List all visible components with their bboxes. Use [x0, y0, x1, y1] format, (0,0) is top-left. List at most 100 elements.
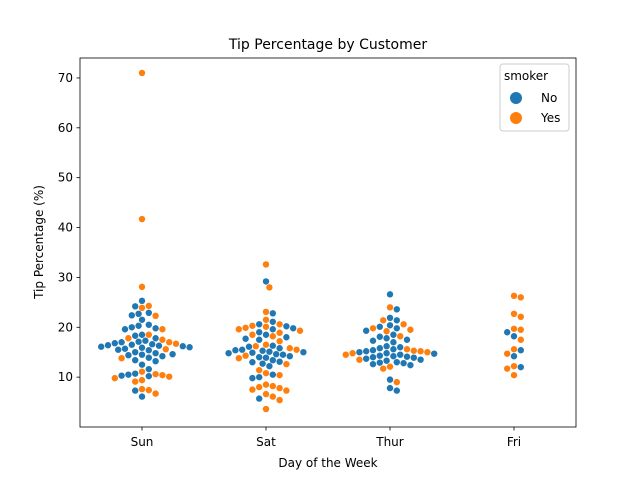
data-point-no-sun [169, 351, 176, 358]
data-point-yes-thur [403, 346, 411, 353]
data-point-no-sat [256, 373, 263, 381]
data-point-no-sun [138, 331, 146, 338]
data-point-yes-sat [276, 321, 283, 328]
data-point-no-thur [410, 354, 417, 361]
data-point-yes-sat [293, 346, 300, 353]
data-point-no-sat [269, 318, 276, 325]
data-point-yes-sat [242, 324, 249, 331]
data-point-no-sun [145, 365, 152, 373]
data-point-yes-fri [510, 371, 518, 379]
data-point-no-sun [121, 345, 129, 352]
data-point-yes-sun [138, 304, 146, 312]
data-point-yes-sun [162, 346, 169, 353]
data-point-no-sun [115, 346, 122, 353]
data-point-no-sat [266, 348, 273, 355]
data-point-no-thur [403, 353, 411, 360]
data-point-yes-sat [256, 366, 263, 374]
data-point-yes-sat [269, 333, 276, 340]
data-point-no-thur [363, 348, 370, 355]
data-point-no-sat [245, 343, 253, 350]
data-point-no-sat [242, 335, 249, 342]
y-tick-label: 40 [58, 221, 73, 235]
data-point-yes-sat [283, 360, 290, 368]
data-point-no-thur [383, 357, 390, 364]
data-point-no-sat [249, 374, 256, 382]
data-point-yes-thur [356, 356, 363, 363]
data-point-no-sat [269, 356, 276, 364]
data-point-yes-sun [152, 390, 159, 397]
data-point-no-thur [393, 306, 400, 313]
y-tick-label: 70 [58, 71, 73, 85]
data-point-yes-fri [510, 325, 518, 332]
x-tick-label: Fri [507, 435, 521, 449]
data-point-no-thur [356, 349, 363, 356]
data-point-no-thur [386, 384, 394, 392]
y-tick-label: 10 [58, 370, 73, 384]
y-axis: 10 20 30 40 50 60 70 [58, 71, 80, 384]
data-point-yes-sat [262, 341, 270, 348]
data-point-no-sun [128, 341, 135, 348]
legend-label-yes: Yes [540, 111, 560, 125]
data-point-no-sat [276, 358, 283, 365]
data-point-yes-sun [159, 336, 166, 343]
data-point-no-sun [132, 356, 139, 364]
data-point-no-sun [145, 372, 152, 380]
data-point-yes-sat [249, 331, 256, 338]
data-point-no-sat [259, 360, 266, 367]
data-point-yes-sun [138, 368, 146, 375]
data-point-yes-sun [145, 386, 152, 394]
data-point-no-sun [125, 371, 132, 378]
data-point-no-thur [397, 344, 404, 351]
data-point-no-sun [145, 321, 152, 328]
data-point-no-sun [138, 297, 146, 305]
data-point-no-thur [369, 337, 377, 344]
data-point-yes-sun [172, 340, 180, 347]
data-point-no-sat [256, 329, 263, 336]
data-point-yes-sun [145, 331, 152, 338]
data-point-yes-sat [296, 327, 304, 334]
data-point-no-thur [431, 350, 438, 357]
data-point-no-sun [132, 387, 139, 394]
data-point-no-thur [386, 291, 394, 298]
data-point-yes-fri [517, 336, 524, 343]
data-point-no-sun [145, 347, 152, 354]
x-axis: Sun Sat Thur Fri [131, 427, 521, 449]
data-point-no-thur [383, 335, 390, 342]
y-axis-label: Tip Percentage (%) [32, 185, 46, 300]
data-point-yes-thur [383, 328, 390, 335]
data-point-no-thur [400, 359, 407, 367]
y-tick-label: 50 [58, 171, 73, 185]
x-tick-label: Thur [375, 435, 404, 449]
data-point-no-thur [393, 325, 400, 332]
data-point-yes-sat [262, 323, 270, 330]
data-point-no-sat [269, 342, 276, 349]
data-point-no-sat [249, 349, 256, 356]
y-tick-label: 30 [58, 270, 73, 284]
data-point-yes-sat [249, 386, 256, 393]
data-point-yes-thur [393, 378, 400, 386]
data-point-no-sun [155, 342, 163, 349]
data-point-no-sat [269, 371, 276, 378]
data-point-no-thur [390, 339, 397, 346]
data-point-no-thur [369, 353, 377, 361]
y-tick-label: 60 [58, 121, 73, 135]
data-point-yes-sat [262, 381, 270, 388]
data-point-yes-sat [262, 308, 270, 316]
data-point-yes-sat [286, 345, 293, 352]
data-point-no-sat [256, 321, 263, 328]
data-point-no-thur [393, 387, 400, 394]
data-point-no-thur [407, 361, 414, 369]
data-point-yes-fri [510, 346, 518, 353]
data-point-no-sun [118, 372, 125, 379]
legend-label-no: No [541, 91, 557, 105]
data-point-yes-sun [166, 373, 173, 380]
data-point-yes-fri [510, 310, 518, 318]
data-point-no-sun [152, 335, 159, 342]
data-point-no-sun [138, 316, 146, 323]
data-point-no-thur [390, 346, 397, 353]
data-point-no-sat [256, 336, 263, 343]
data-point-no-sun [138, 393, 146, 400]
data-point-yes-sun [125, 335, 132, 342]
data-point-no-thur [383, 350, 390, 357]
data-point-no-fri [510, 352, 518, 360]
